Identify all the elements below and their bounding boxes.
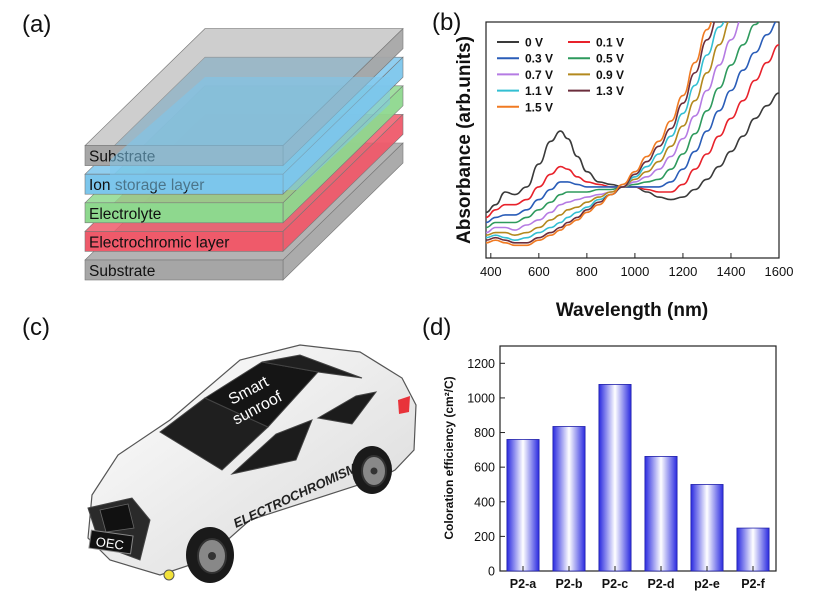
car-rear-window — [261, 354, 363, 379]
y-tick-label-2: 400 — [474, 495, 495, 509]
series-line-5 — [486, 22, 730, 237]
x-tick-label-3: 1000 — [620, 264, 649, 279]
legend-label-1: 0.1 V — [596, 36, 624, 50]
legend-label-4: 0.7 V — [525, 68, 553, 82]
x-tick-label-6: 1600 — [765, 264, 794, 279]
bar-5 — [736, 527, 770, 572]
legend-label-6: 1.1 V — [525, 84, 553, 98]
ion-storage-film — [110, 77, 390, 190]
bar-3 — [644, 456, 678, 572]
legend-label-8: 1.5 V — [525, 100, 553, 114]
x-tick-label-2: P2-c — [602, 577, 628, 591]
layer-label-3: Electrochromic layer — [89, 234, 229, 251]
x-tick-label-0: P2-a — [510, 577, 537, 591]
fog-light — [163, 569, 175, 581]
bar-2 — [598, 384, 632, 572]
rear-wheel — [352, 446, 392, 494]
car-grille — [99, 503, 135, 533]
electrochromic-car-illustration: Smart sunroof ELECTROCHROMISM OEC — [87, 344, 417, 583]
layer-front-face-4 — [84, 259, 284, 281]
car-side-window-front — [230, 419, 313, 475]
absorbance-series-lines — [486, 22, 779, 247]
x-tick-label-4: p2-e — [694, 577, 720, 591]
coloration-x-ticks: P2-a P2-b P2-c P2-d p2-e P2-f — [510, 566, 766, 591]
license-plate — [88, 529, 134, 555]
front-wheel — [186, 527, 234, 583]
layer-label-4: Substrate — [89, 263, 155, 280]
bar-4 — [690, 484, 724, 572]
y-tick-label-3: 600 — [474, 461, 495, 475]
absorbance-x-axis-label: Wavelength (nm) — [556, 300, 708, 321]
layer-front-face-2 — [84, 202, 284, 224]
panel-d-letter: (d) — [422, 314, 451, 341]
panel-a-letter: (a) — [22, 11, 51, 38]
y-tick-label-4: 800 — [474, 426, 495, 440]
tail-light — [398, 396, 410, 414]
coloration-efficiency-chart: 0 200 400 600 800 1000 1200 P2-a P2-b P2-c P2-d p2… — [442, 345, 777, 591]
legend-label-3: 0.5 V — [596, 52, 624, 66]
legend-label-5: 0.9 V — [596, 68, 624, 82]
coloration-y-axis-label: Coloration efficiency (cm²/C) — [442, 376, 456, 539]
x-tick-label-5: P2-f — [741, 577, 765, 591]
legend-label-2: 0.3 V — [525, 52, 553, 66]
series-line-7 — [486, 22, 716, 244]
coloration-y-ticks: 0 200 400 600 800 1000 1200 — [467, 357, 505, 579]
x-tick-label-1: 600 — [528, 264, 550, 279]
series-line-2 — [486, 22, 777, 224]
series-line-8 — [486, 22, 712, 247]
x-tick-label-2: 800 — [576, 264, 598, 279]
legend-label-7: 1.3 V — [596, 84, 624, 98]
legend-label-0: 0 V — [525, 36, 543, 50]
x-tick-label-0: 400 — [480, 264, 502, 279]
x-tick-label-4: 1200 — [668, 264, 697, 279]
coloration-plot-frame — [499, 345, 777, 572]
x-tick-label-5: 1400 — [717, 264, 746, 279]
y-tick-label-0: 0 — [488, 565, 495, 579]
y-tick-label-5: 1000 — [467, 391, 495, 405]
panel-c-letter: (c) — [22, 314, 50, 341]
absorbance-x-ticks: 400 600 800 1000 1200 1400 1600 — [480, 253, 794, 279]
car-side-window-rear — [316, 391, 378, 425]
series-line-6 — [486, 22, 725, 242]
y-tick-label-6: 1200 — [467, 357, 495, 371]
license-plate-text: OEC — [95, 534, 125, 553]
layer-label-2: Electrolyte — [89, 206, 161, 223]
bar-0 — [506, 439, 540, 572]
absorbance-legend: 0 V 0.1 V 0.3 V 0.5 V 0.7 V 0.9 V 1.1 V 1.3 V 1.… — [497, 36, 624, 114]
absorbance-y-axis-label: Absorbance (arb.units) — [454, 36, 475, 244]
x-tick-label-3: P2-d — [647, 577, 674, 591]
layer-front-face-3 — [84, 231, 284, 252]
absorbance-plot-frame — [485, 21, 780, 259]
panel-b-letter: (b) — [432, 9, 461, 36]
layer-stack-diagram: Substrate Electrochromic layer Electrolyte… — [84, 27, 404, 281]
x-tick-label-1: P2-b — [555, 577, 582, 591]
y-tick-label-1: 200 — [474, 530, 495, 544]
bar-1 — [552, 426, 586, 572]
coloration-bars — [506, 384, 770, 572]
